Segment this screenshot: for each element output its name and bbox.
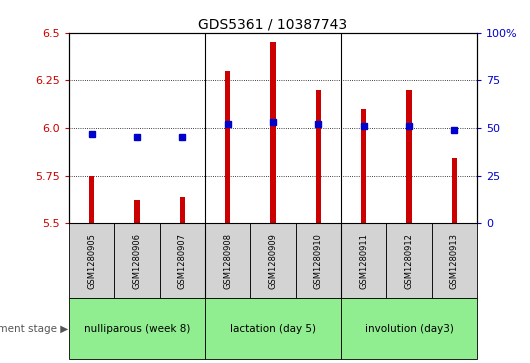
Bar xyxy=(89,176,94,223)
Bar xyxy=(386,223,431,298)
Bar xyxy=(134,200,139,223)
Text: GSM1280910: GSM1280910 xyxy=(314,233,323,289)
Title: GDS5361 / 10387743: GDS5361 / 10387743 xyxy=(198,17,348,32)
Bar xyxy=(431,223,477,298)
Bar xyxy=(452,158,457,223)
Bar xyxy=(69,223,114,298)
Text: GSM1280909: GSM1280909 xyxy=(269,233,277,289)
Text: GSM1280913: GSM1280913 xyxy=(450,233,459,289)
Text: GSM1280907: GSM1280907 xyxy=(178,233,187,289)
Bar xyxy=(69,298,205,359)
Text: GSM1280908: GSM1280908 xyxy=(223,233,232,289)
Text: GSM1280912: GSM1280912 xyxy=(404,233,413,289)
Bar xyxy=(407,90,412,223)
Bar xyxy=(114,223,160,298)
Bar xyxy=(160,223,205,298)
Text: GSM1280905: GSM1280905 xyxy=(87,233,96,289)
Bar xyxy=(205,298,341,359)
Bar xyxy=(250,223,296,298)
Bar xyxy=(361,109,366,223)
Text: GSM1280911: GSM1280911 xyxy=(359,233,368,289)
Bar xyxy=(180,196,185,223)
Bar xyxy=(315,90,321,223)
Bar xyxy=(205,223,250,298)
Text: nulliparous (week 8): nulliparous (week 8) xyxy=(84,324,190,334)
Bar xyxy=(341,298,477,359)
Bar xyxy=(270,42,276,223)
Text: lactation (day 5): lactation (day 5) xyxy=(230,324,316,334)
Bar xyxy=(341,223,386,298)
Bar xyxy=(296,223,341,298)
Bar xyxy=(225,71,231,223)
Text: GSM1280906: GSM1280906 xyxy=(132,233,142,289)
Text: development stage ▶: development stage ▶ xyxy=(0,324,68,334)
Text: involution (day3): involution (day3) xyxy=(365,324,454,334)
